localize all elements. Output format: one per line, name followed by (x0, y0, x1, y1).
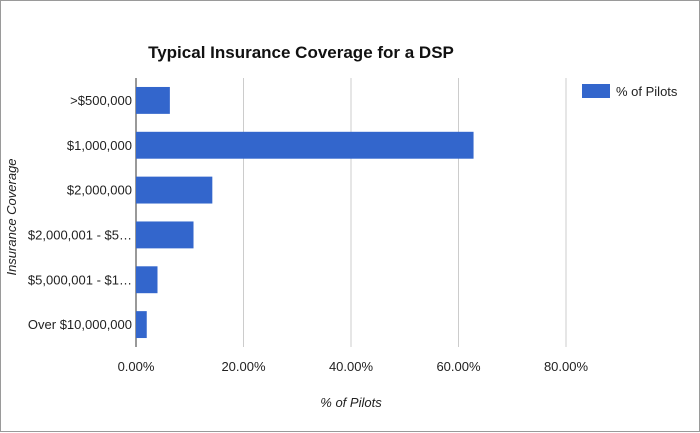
bar[interactable] (136, 311, 147, 339)
y-category-label: $1,000,000 (67, 138, 132, 153)
legend[interactable]: % of Pilots (582, 84, 678, 99)
y-category-label: >$500,000 (70, 93, 132, 108)
x-tick-label: 20.00% (221, 359, 266, 374)
y-axis-title: Insurance Coverage (4, 158, 19, 275)
category-labels: >$500,000 $1,000,000 $2,000,000 $2,000,001 … (28, 93, 132, 332)
gridlines (135, 78, 567, 347)
legend-label: % of Pilots (616, 84, 678, 99)
bar[interactable] (136, 221, 194, 249)
y-category-label: $2,000,001 - $5… (28, 227, 132, 242)
legend-swatch (582, 84, 610, 98)
x-tick-label: 80.00% (544, 359, 589, 374)
x-tick-label: 60.00% (436, 359, 481, 374)
bar[interactable] (136, 131, 474, 159)
x-tick-label: 40.00% (329, 359, 374, 374)
y-category-label: $2,000,000 (67, 183, 132, 198)
bar[interactable] (136, 176, 213, 204)
x-tick-label: 0.00% (118, 359, 155, 374)
bar[interactable] (136, 86, 170, 114)
y-category-label: Over $10,000,000 (28, 317, 132, 332)
bar[interactable] (136, 266, 158, 294)
x-axis-title: % of Pilots (320, 395, 382, 410)
chart-title: Typical Insurance Coverage for a DSP (148, 43, 454, 62)
value-tick-labels: 0.00% 20.00% 40.00% 60.00% 80.00% (118, 359, 589, 374)
bars (136, 86, 474, 339)
y-category-label: $5,000,001 - $1… (28, 272, 132, 287)
